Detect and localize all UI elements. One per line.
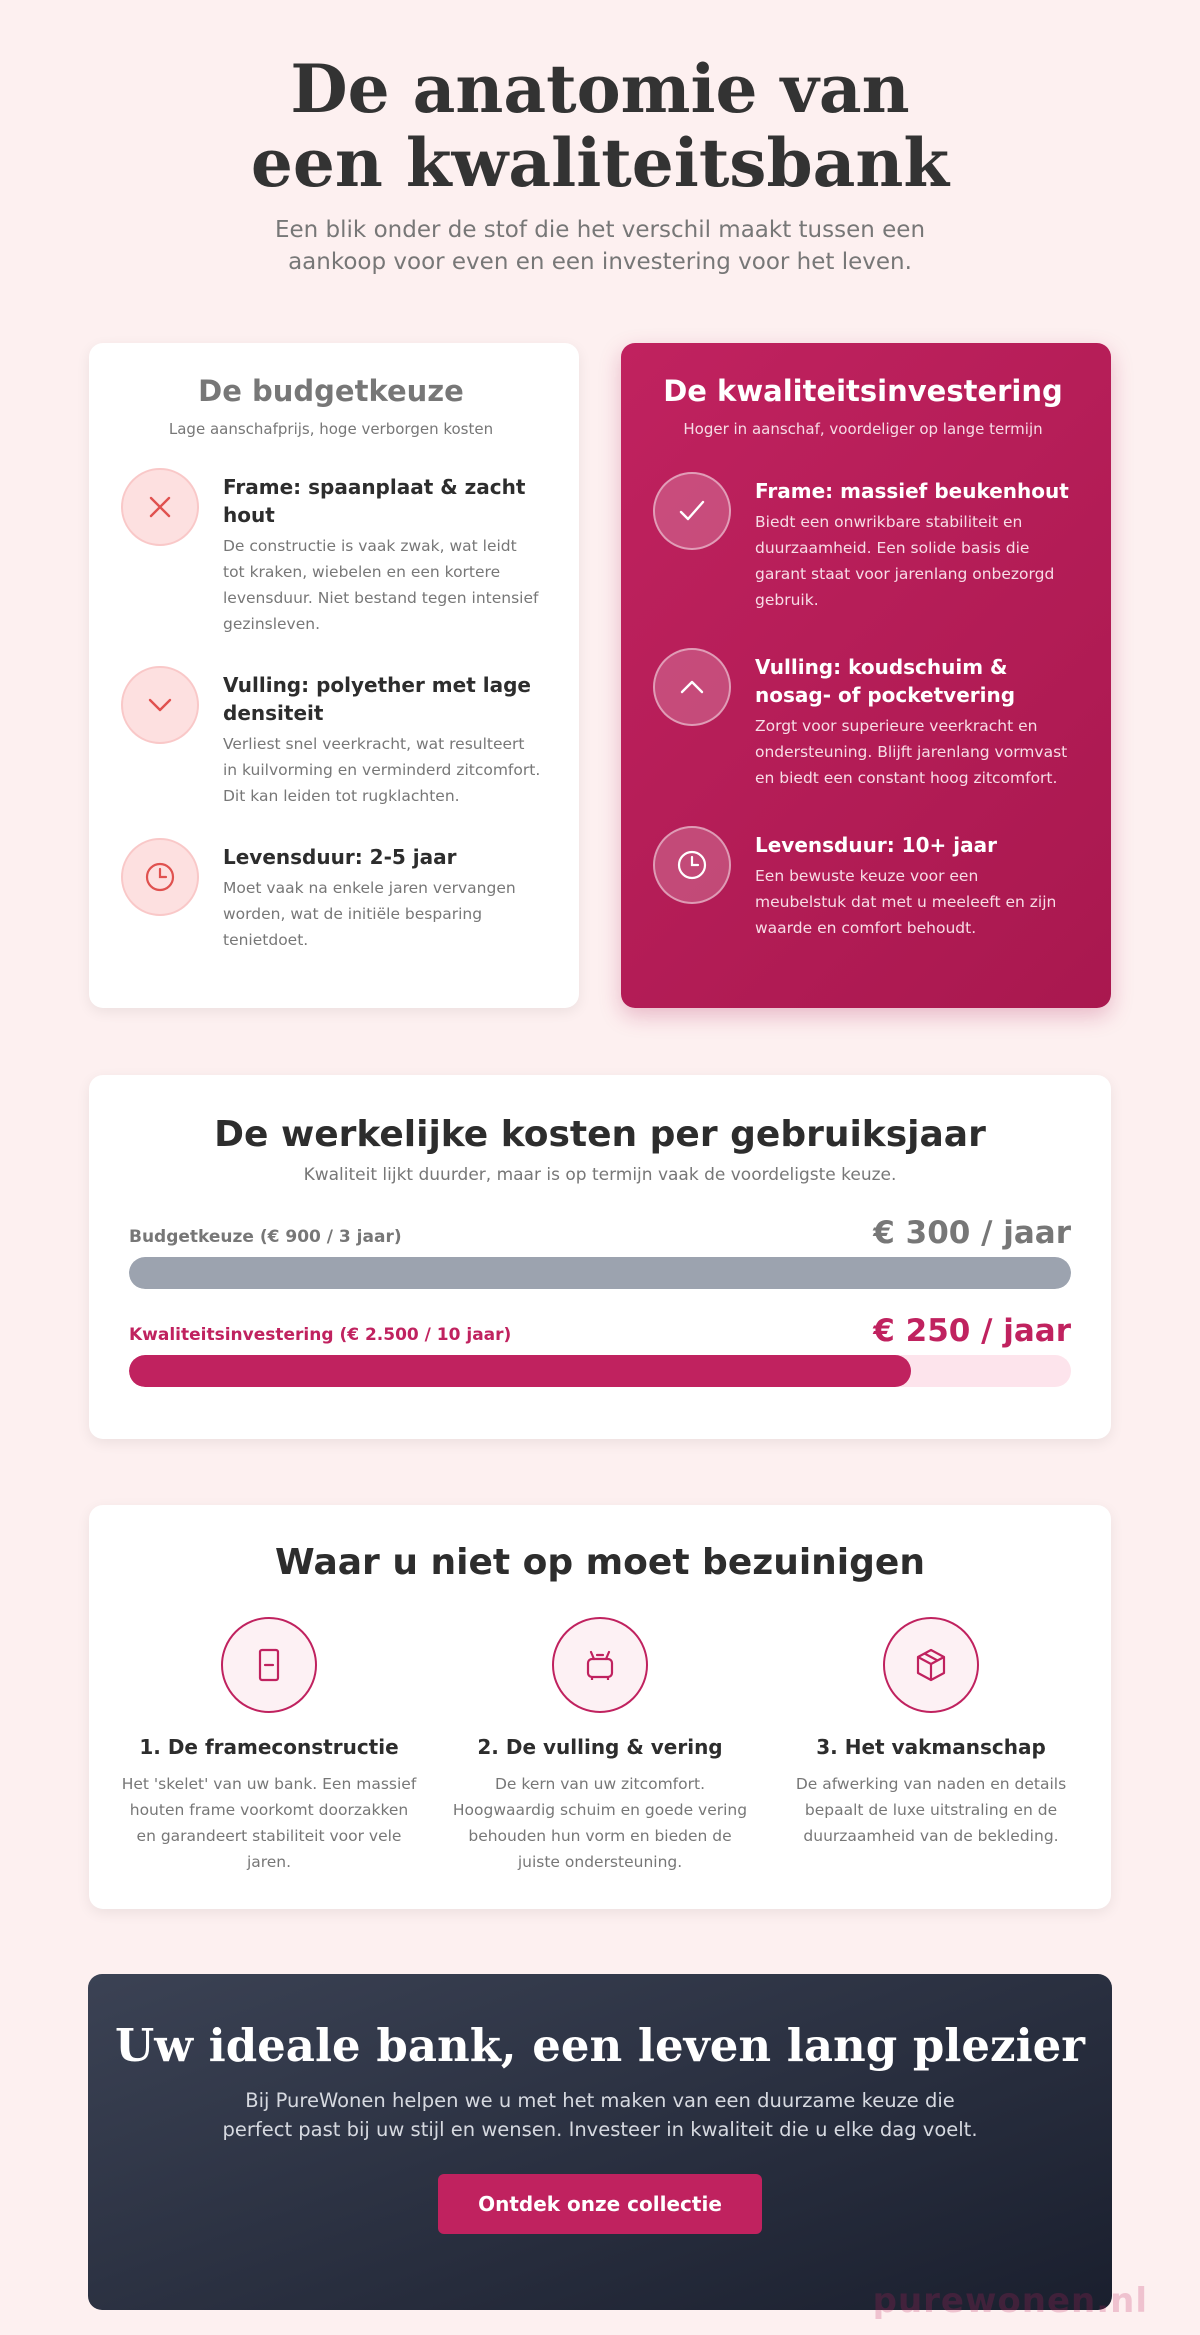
quality-feature-filling: Vulling: koudschuim & nosag- of pocketve… bbox=[653, 648, 1073, 791]
feature-body: Vulling: polyether met lage densiteit Ve… bbox=[223, 671, 541, 809]
component-item-craftsmanship: 3. Het vakmanschap De afwerking van nade… bbox=[781, 1617, 1081, 1875]
page-title: De anatomie van een kwaliteitsbank bbox=[250, 50, 950, 202]
feature-title: Frame: massief beukenhout bbox=[755, 479, 1069, 503]
quality-feature-frame: Frame: massief beukenhout Biedt een onwr… bbox=[653, 472, 1073, 613]
cost-comparison-panel: De werkelijke kosten per gebruiksjaar Kw… bbox=[89, 1075, 1111, 1439]
chevron-down-icon bbox=[121, 666, 199, 744]
frame-icon bbox=[221, 1617, 317, 1713]
cta-panel: Uw ideale bank, een leven lang plezier B… bbox=[88, 1974, 1112, 2310]
feature-text: Biedt een onwrikbare stabiliteit en duur… bbox=[755, 513, 1055, 609]
feature-title: Levensduur: 10+ jaar bbox=[755, 833, 997, 857]
component-text: De kern van uw zitcomfort. Hoogwaardig s… bbox=[452, 1775, 748, 1871]
budget-card-subtitle: Lage aanschafprijs, hoge verborgen koste… bbox=[168, 420, 494, 438]
cost-subtitle: Kwaliteit lijkt duurder, maar is op term… bbox=[303, 1165, 897, 1185]
feature-title: Vulling: koudschuim & nosag- of pocketve… bbox=[755, 655, 1016, 707]
bar-track bbox=[129, 1355, 1071, 1387]
component-text: Het 'skelet' van uw bank. Een massief ho… bbox=[121, 1775, 417, 1871]
component-title: 3. Het vakmanschap bbox=[816, 1735, 1046, 1759]
budget-feature-filling: Vulling: polyether met lage densiteit Ve… bbox=[121, 666, 541, 809]
feature-text: De constructie is vaak zwak, wat leidt t… bbox=[223, 537, 539, 633]
feature-body: Levensduur: 2-5 jaar Moet vaak na enkele… bbox=[223, 843, 541, 953]
key-components-grid: 1. De frameconstructie Het 'skelet' van … bbox=[119, 1617, 1081, 1875]
bar-header: Budgetkeuze (€ 900 / 3 jaar) € 300 / jaa… bbox=[129, 1215, 1071, 1251]
page-subtitle: Een blik onder de stof die het verschil … bbox=[274, 217, 926, 275]
feature-body: Vulling: koudschuim & nosag- of pocketve… bbox=[755, 653, 1073, 791]
feature-text: Zorgt voor superieure veerkracht en onde… bbox=[755, 717, 1068, 787]
key-components-title: Waar u niet op moet bezuinigen bbox=[275, 1542, 925, 1583]
component-title: 2. De vulling & vering bbox=[477, 1735, 723, 1759]
feature-body: Levensduur: 10+ jaar Een bewuste keuze v… bbox=[755, 831, 1073, 941]
chevron-up-icon bbox=[653, 648, 731, 726]
bar-value: € 300 / jaar bbox=[873, 1215, 1071, 1251]
bar-label: Budgetkeuze (€ 900 / 3 jaar) bbox=[129, 1227, 402, 1247]
cta-text: Bij PureWonen helpen we u met het maken … bbox=[222, 2089, 978, 2141]
watermark: purewonen.nl bbox=[872, 2281, 1148, 2321]
bar-track bbox=[129, 1257, 1071, 1289]
budget-feature-frame: Frame: spaanplaat & zacht hout De constr… bbox=[121, 468, 541, 637]
sofa-spring-icon bbox=[552, 1617, 648, 1713]
feature-text: Een bewuste keuze voor een meubelstuk da… bbox=[755, 867, 1057, 937]
bar-label: Kwaliteitsinvestering (€ 2.500 / 10 jaar… bbox=[129, 1325, 512, 1345]
check-icon bbox=[653, 472, 731, 550]
budget-card: De budgetkeuze Lage aanschafprijs, hoge … bbox=[89, 343, 579, 1008]
quality-card-title: De kwaliteitsinvestering bbox=[663, 374, 1063, 408]
bar-fill bbox=[129, 1355, 911, 1387]
bar-fill bbox=[129, 1257, 1071, 1289]
comparison-section: De budgetkeuze Lage aanschafprijs, hoge … bbox=[89, 343, 1111, 1008]
component-item-filling: 2. De vulling & vering De kern van uw zi… bbox=[450, 1617, 750, 1875]
quality-card: De kwaliteitsinvestering Hoger in aansch… bbox=[621, 343, 1111, 1008]
feature-title: Vulling: polyether met lage densiteit bbox=[223, 673, 531, 725]
component-text: De afwerking van naden en details bepaal… bbox=[795, 1775, 1067, 1845]
quality-feature-lifespan: Levensduur: 10+ jaar Een bewuste keuze v… bbox=[653, 826, 1073, 941]
feature-text: Moet vaak na enkele jaren vervangen word… bbox=[223, 879, 516, 949]
clock-icon bbox=[121, 838, 199, 916]
cta-title: Uw ideale bank, een leven lang plezier bbox=[114, 2019, 1086, 2072]
feature-text: Verliest snel veerkracht, wat resulteert… bbox=[223, 735, 541, 805]
key-components-panel: Waar u niet op moet bezuinigen 1. De fra… bbox=[89, 1505, 1111, 1909]
feature-title: Frame: spaanplaat & zacht hout bbox=[223, 475, 526, 527]
quality-card-subtitle: Hoger in aanschaf, voordeliger op lange … bbox=[683, 420, 1043, 438]
discover-collection-button[interactable]: Ontdek onze collectie bbox=[438, 2174, 762, 2234]
bar-header: Kwaliteitsinvestering (€ 2.500 / 10 jaar… bbox=[129, 1313, 1071, 1349]
feature-title: Levensduur: 2-5 jaar bbox=[223, 845, 457, 869]
quality-cost-bar: Kwaliteitsinvestering (€ 2.500 / 10 jaar… bbox=[129, 1313, 1071, 1387]
component-item-frame: 1. De frameconstructie Het 'skelet' van … bbox=[119, 1617, 419, 1875]
feature-body: Frame: massief beukenhout Biedt een onwr… bbox=[755, 477, 1073, 613]
box-icon bbox=[883, 1617, 979, 1713]
cost-title: De werkelijke kosten per gebruiksjaar bbox=[214, 1114, 986, 1155]
feature-body: Frame: spaanplaat & zacht hout De constr… bbox=[223, 473, 541, 637]
budget-cost-bar: Budgetkeuze (€ 900 / 3 jaar) € 300 / jaa… bbox=[129, 1215, 1071, 1289]
x-icon bbox=[121, 468, 199, 546]
clock-icon bbox=[653, 826, 731, 904]
budget-card-title: De budgetkeuze bbox=[198, 374, 464, 408]
budget-feature-lifespan: Levensduur: 2-5 jaar Moet vaak na enkele… bbox=[121, 838, 541, 953]
bar-value: € 250 / jaar bbox=[873, 1313, 1071, 1349]
component-title: 1. De frameconstructie bbox=[139, 1735, 399, 1759]
